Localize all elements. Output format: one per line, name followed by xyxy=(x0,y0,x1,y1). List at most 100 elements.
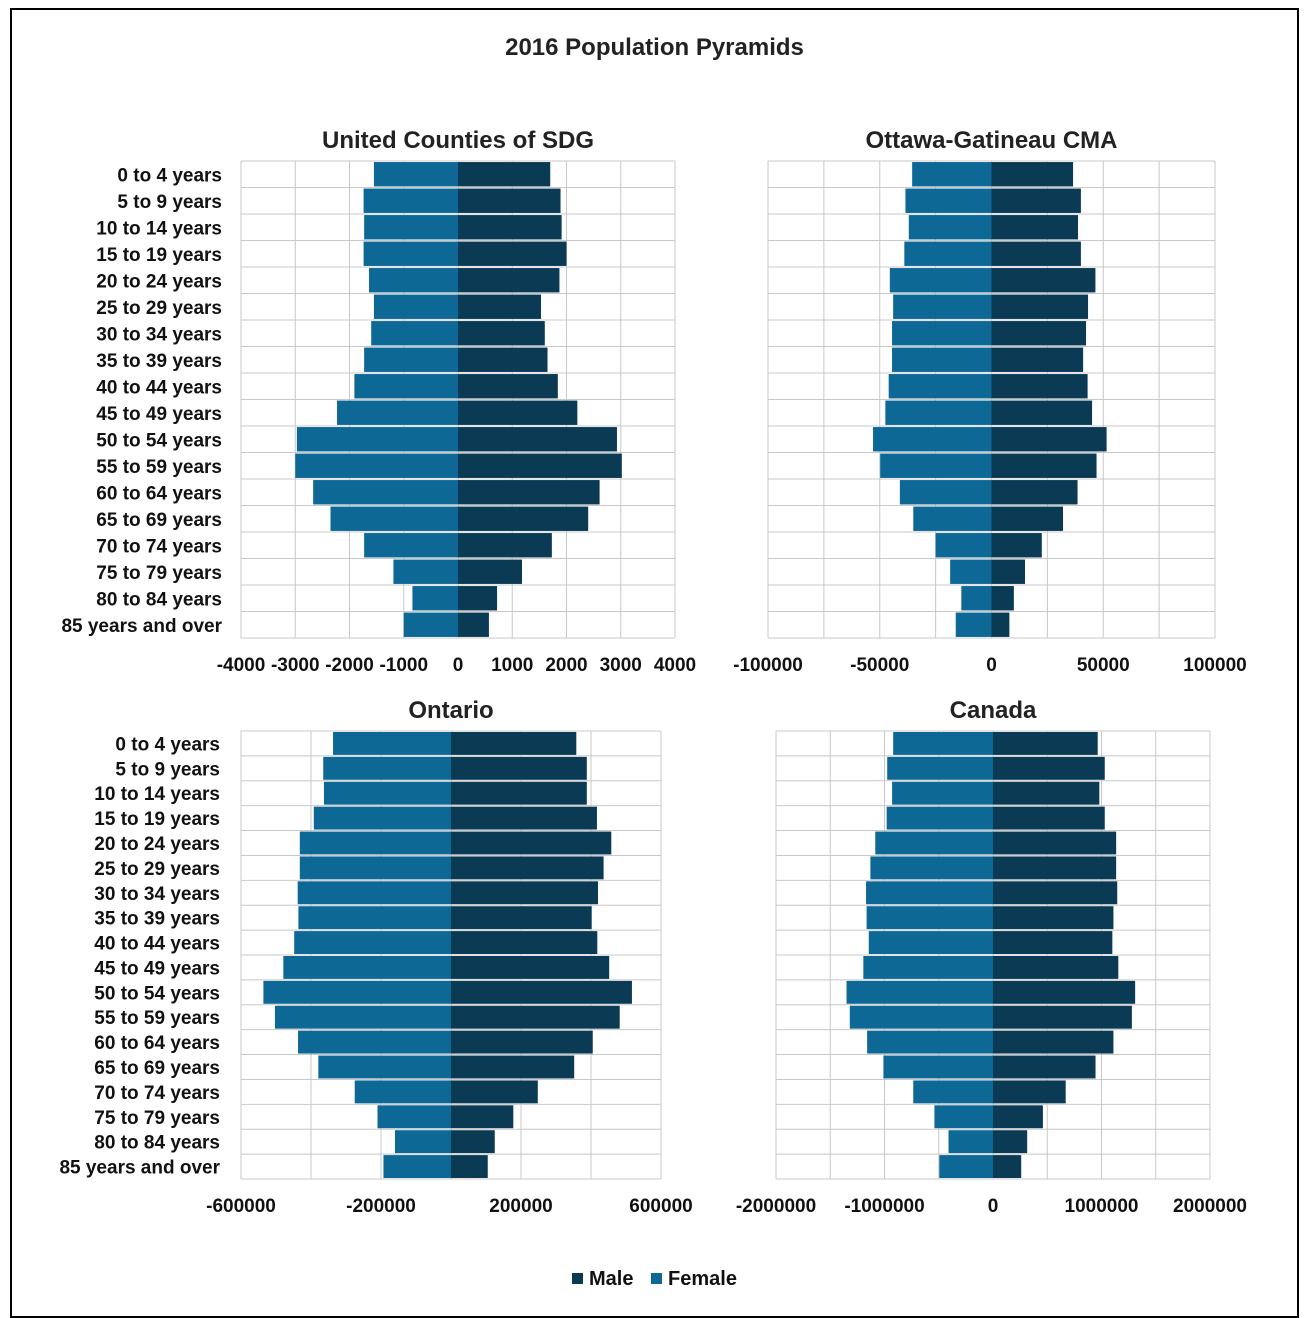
x-tick-label: -3000 xyxy=(271,655,320,676)
bar-female xyxy=(298,906,451,930)
bar-female xyxy=(297,881,451,905)
category-label: 55 to 59 years xyxy=(94,1008,220,1029)
legend-swatch-female xyxy=(651,1273,663,1284)
x-tick-label: 0 xyxy=(453,655,464,676)
category-label: 15 to 19 years xyxy=(96,245,222,266)
category-label: 40 to 44 years xyxy=(94,934,220,955)
bar-male xyxy=(991,533,1042,558)
bar-female xyxy=(893,294,992,319)
bar-male xyxy=(993,1130,1028,1154)
category-label: 15 to 19 years xyxy=(94,809,220,830)
bar-male xyxy=(991,480,1078,505)
bar-female xyxy=(330,506,458,531)
bar-male xyxy=(991,321,1087,346)
bar-female xyxy=(892,781,993,805)
bar-female xyxy=(364,215,458,240)
legend-label-female: Female xyxy=(668,1268,737,1290)
category-label: 30 to 34 years xyxy=(94,884,220,905)
bar-female xyxy=(948,1130,993,1154)
chart-title: Ottawa-Gatineau CMA xyxy=(865,127,1117,154)
category-label: 5 to 9 years xyxy=(115,759,220,780)
bar-male xyxy=(451,980,632,1004)
bar-female xyxy=(354,1080,451,1104)
bar-female xyxy=(935,533,992,558)
bar-female xyxy=(889,268,992,293)
bar-female xyxy=(323,756,451,780)
bar-female xyxy=(318,1055,451,1079)
category-label: 70 to 74 years xyxy=(96,536,222,557)
x-tick-label: 100000 xyxy=(1183,655,1246,676)
bar-female xyxy=(295,453,458,478)
x-tick-label: -50000 xyxy=(850,655,909,676)
category-label: 50 to 54 years xyxy=(94,983,220,1004)
bar-female xyxy=(393,559,458,584)
legend: Male Female xyxy=(0,1268,1309,1291)
category-label: 0 to 4 years xyxy=(117,165,222,186)
bar-male xyxy=(458,506,589,531)
bar-male xyxy=(451,1005,620,1029)
bar-male xyxy=(451,931,598,955)
bar-female xyxy=(371,321,458,346)
category-label: 75 to 79 years xyxy=(96,563,222,584)
bar-female xyxy=(886,806,993,830)
bar-female xyxy=(892,347,992,372)
category-label: 5 to 9 years xyxy=(117,192,222,213)
bar-male xyxy=(991,268,1096,293)
bar-female xyxy=(893,731,993,755)
bar-male xyxy=(458,400,578,425)
x-tick-label: 0 xyxy=(986,655,997,676)
x-tick-label: -4000 xyxy=(217,655,266,676)
bar-male xyxy=(451,781,587,805)
bar-female xyxy=(373,162,458,187)
bar-female xyxy=(274,1005,451,1029)
bar-male xyxy=(991,215,1078,240)
category-label: 30 to 34 years xyxy=(96,324,222,345)
bar-female xyxy=(883,1055,993,1079)
bar-male xyxy=(993,856,1117,880)
category-label: 65 to 69 years xyxy=(96,510,222,531)
bar-male xyxy=(458,347,548,372)
bar-female xyxy=(934,1105,993,1129)
x-tick-label: 600000 xyxy=(629,1196,692,1217)
bar-female xyxy=(296,427,458,452)
x-tick-label: 2000 xyxy=(545,655,587,676)
bar-female xyxy=(950,559,992,584)
bar-female xyxy=(313,806,451,830)
legend-item-male: Male xyxy=(572,1268,633,1291)
bar-male xyxy=(451,756,587,780)
bar-female xyxy=(849,1005,993,1029)
bar-female xyxy=(369,268,458,293)
category-label: 55 to 59 years xyxy=(96,457,222,478)
legend-swatch-male xyxy=(572,1273,584,1284)
bar-male xyxy=(451,881,598,905)
bar-male xyxy=(991,612,1010,637)
category-label: 35 to 39 years xyxy=(96,351,222,372)
bar-male xyxy=(451,955,610,979)
x-tick-label: 1000 xyxy=(491,655,533,676)
category-label: 35 to 39 years xyxy=(94,909,220,930)
bar-female xyxy=(383,1155,451,1179)
bar-male xyxy=(991,586,1014,611)
bar-female xyxy=(263,980,451,1004)
bar-male xyxy=(991,162,1074,187)
bar-female xyxy=(873,427,992,452)
bar-female xyxy=(867,1030,993,1054)
bar-male xyxy=(451,1155,488,1179)
bar-male xyxy=(458,453,622,478)
bar-female xyxy=(961,586,992,611)
bar-female xyxy=(412,586,458,611)
bar-male xyxy=(451,1105,514,1129)
bar-female xyxy=(905,188,992,213)
bar-male xyxy=(991,506,1064,531)
bar-male xyxy=(458,427,617,452)
category-label: 45 to 49 years xyxy=(94,958,220,979)
bar-male xyxy=(993,881,1118,905)
x-tick-label: 3000 xyxy=(600,655,642,676)
x-tick-label: -1000 xyxy=(379,655,428,676)
x-tick-label: -2000000 xyxy=(736,1196,816,1217)
category-label: 25 to 29 years xyxy=(94,859,220,880)
